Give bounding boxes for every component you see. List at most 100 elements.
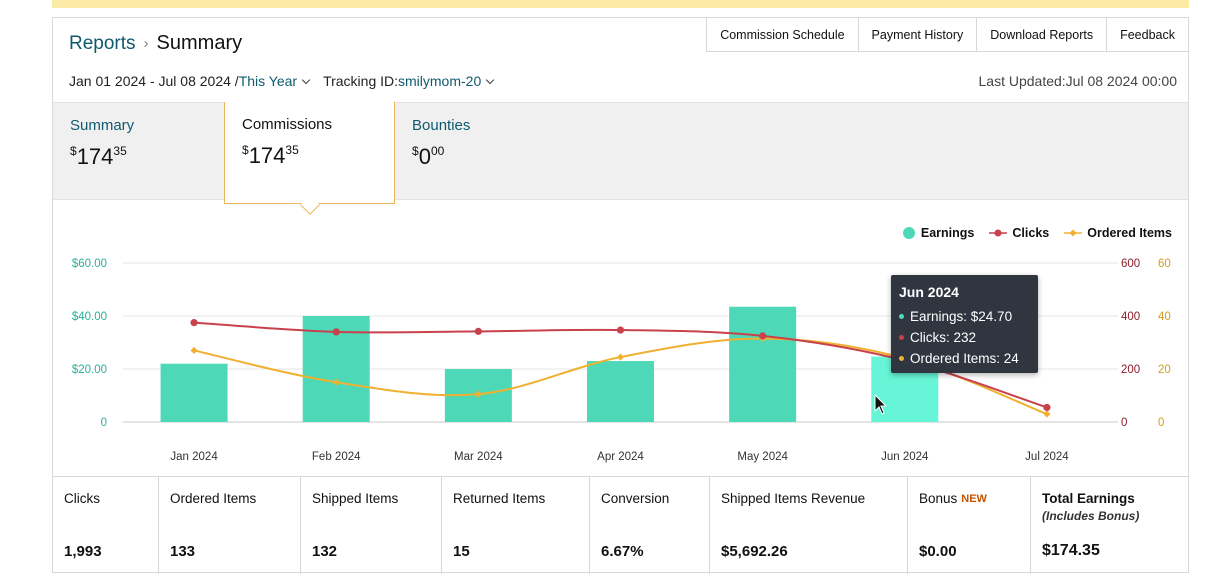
stat-label: Total Earnings: [1042, 491, 1135, 506]
stat-shipped-revenue: Shipped Items Revenue $5,692.26: [710, 477, 908, 574]
stat-label: Clicks: [64, 491, 100, 506]
stat-value: $0.00: [919, 543, 957, 560]
clicks-point: [1043, 403, 1051, 412]
breadcrumb-reports-link[interactable]: Reports: [69, 32, 136, 54]
ordered-items-dot-icon: [899, 356, 904, 361]
y-right-items-tick-label: 40: [1158, 311, 1171, 323]
tooltip-clicks: Clicks: 232: [910, 330, 977, 345]
clicks-point: [616, 326, 625, 334]
stat-value: $5,692.26: [721, 543, 788, 560]
stat-conversion: Conversion 6.67%: [590, 477, 710, 574]
x-axis-label: Jan 2024: [170, 451, 218, 463]
y-right-clicks-tick-label: 400: [1121, 311, 1140, 323]
feedback-button[interactable]: Feedback: [1106, 17, 1189, 52]
tooltip-ordered: Ordered Items: 24: [910, 351, 1019, 366]
tracking-id-value: smilymom-20: [398, 73, 482, 89]
clicks-point: [474, 327, 482, 335]
tracking-id-dropdown[interactable]: smilymom-20: [398, 73, 499, 89]
stat-value: 132: [312, 543, 338, 560]
clicks-point: [332, 328, 340, 336]
y-right-clicks-tick-label: 200: [1121, 364, 1140, 376]
ordered-items-point: [1043, 410, 1051, 418]
chevron-down-icon: [301, 75, 311, 85]
chart-legend: Earnings Clicks Ordered Items: [888, 226, 1172, 240]
earnings-bar: [729, 306, 797, 422]
tab-summary[interactable]: Summary $17435: [53, 103, 224, 201]
x-axis-label: Jul 2024: [1025, 451, 1069, 463]
earnings-dot-icon: [899, 314, 904, 319]
download-reports-button[interactable]: Download Reports: [976, 17, 1107, 52]
tab-bounties-title: Bounties: [412, 117, 471, 134]
y-right-items-tick-label: 20: [1158, 364, 1171, 376]
stats-bar: Clicks 1,993 Ordered Items 133 Shipped Ite…: [53, 476, 1188, 574]
commission-schedule-button[interactable]: Commission Schedule: [706, 17, 858, 52]
x-axis-label: May 2024: [737, 451, 788, 463]
stat-ordered-items: Ordered Items 133: [159, 477, 301, 574]
tooltip-ordered-row: Ordered Items: 24: [899, 348, 1030, 369]
y-right-clicks-tick-label: 600: [1121, 258, 1140, 270]
currency-symbol: $: [70, 144, 77, 158]
top-actions: Commission Schedule Payment History Down…: [706, 17, 1189, 52]
stat-total-earnings: Total Earnings (Includes Bonus) $174.35: [1031, 477, 1188, 574]
tab-commissions[interactable]: Commissions $17435: [224, 102, 395, 215]
y-right-clicks-tick-label: 0: [1121, 417, 1127, 429]
legend-clicks-label: Clicks: [1012, 226, 1050, 240]
payment-history-button[interactable]: Payment History: [857, 17, 977, 52]
stat-clicks: Clicks 1,993: [53, 477, 159, 574]
summary-tabs: Summary $17435 Commissions $17435 Bounti…: [53, 102, 1188, 215]
range-selector-dropdown[interactable]: This Year: [239, 73, 315, 89]
stat-sublabel: (Includes Bonus): [1042, 509, 1140, 523]
stat-shipped-items: Shipped Items 132: [301, 477, 442, 574]
amount-cents: 35: [285, 143, 299, 157]
stat-value: $174.35: [1042, 542, 1100, 559]
bonus-label: Bonus: [919, 491, 958, 506]
ordered-items-point: [616, 353, 625, 361]
amount-cents: 00: [430, 144, 445, 158]
legend-clicks[interactable]: Clicks: [989, 226, 1049, 240]
legend-ordered-items[interactable]: Ordered Items: [1064, 226, 1172, 240]
clicks-line-icon: [989, 229, 1008, 237]
legend-earnings[interactable]: Earnings: [902, 226, 975, 240]
stat-value: 133: [170, 543, 196, 560]
legend-earnings-label: Earnings: [920, 226, 975, 240]
x-axis-label: Apr 2024: [597, 451, 644, 463]
ordered-items-point: [190, 346, 198, 354]
tab-bounties-amount: $000: [412, 144, 549, 170]
page-title: Summary: [156, 32, 243, 54]
y-left-tick-label: $60.00: [72, 258, 107, 270]
x-axis-label: Feb 2024: [312, 451, 361, 463]
reports-card: Reports › Summary Commission Schedule Pa…: [52, 17, 1189, 574]
ordered-items-point: [332, 378, 340, 386]
stat-label: Returned Items: [453, 491, 546, 506]
earnings-dot-icon: [902, 227, 915, 239]
stat-value: 1,993: [64, 543, 102, 560]
currency-symbol: $: [412, 144, 419, 158]
tooltip-clicks-row: Clicks: 232: [899, 327, 1030, 348]
breadcrumb-separator-icon: ›: [143, 35, 149, 52]
y-left-tick-label: 0: [101, 417, 107, 429]
amount-whole: 0: [418, 144, 431, 169]
amount-whole: 174: [248, 143, 286, 168]
earnings-bar: [587, 361, 654, 422]
tooltip-title: Jun 2024: [899, 284, 959, 300]
stat-label: Shipped Items: [312, 491, 399, 506]
tab-bounties[interactable]: Bounties $000: [395, 103, 566, 201]
clicks-point: [190, 319, 198, 327]
chart-tooltip: Jun 2024 Earnings: $24.70 Clicks: 232 Or…: [891, 275, 1038, 373]
mouse-cursor-icon: [874, 393, 888, 415]
stat-value: 6.67%: [601, 543, 644, 560]
stat-value: 15: [453, 543, 470, 560]
earnings-bar: [160, 363, 228, 422]
amount-whole: 174: [76, 144, 114, 169]
tab-summary-title: Summary: [70, 117, 135, 134]
tooltip-earnings: Earnings: $24.70: [910, 309, 1013, 324]
notification-banner: [52, 0, 1189, 8]
breadcrumb: Reports › Summary: [69, 32, 242, 55]
stat-label: Bonus NEW: [919, 491, 1018, 506]
currency-symbol: $: [242, 143, 249, 157]
last-updated-text: Last Updated:Jul 08 2024 00:00: [978, 73, 1178, 89]
tracking-label: Tracking ID:: [323, 73, 399, 89]
new-badge: NEW: [961, 493, 987, 505]
amount-cents: 35: [113, 144, 127, 158]
stat-label: Shipped Items Revenue: [721, 491, 866, 506]
